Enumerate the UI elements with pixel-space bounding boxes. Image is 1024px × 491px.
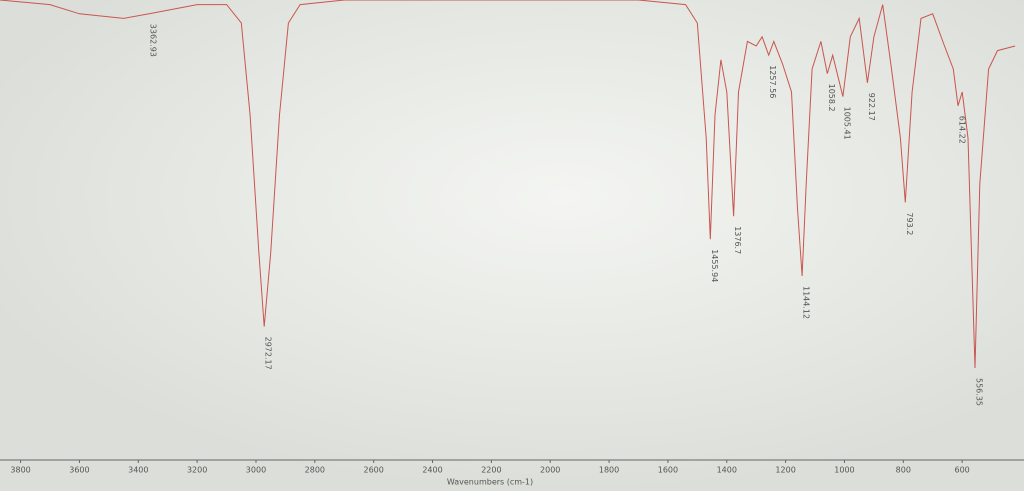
x-tick-label: 2800 bbox=[305, 466, 325, 475]
x-tick-label: 3800 bbox=[10, 466, 30, 475]
peak-label: 1376.7 bbox=[733, 226, 742, 254]
peak-label: 614.22 bbox=[957, 116, 966, 144]
x-tick-label: 3200 bbox=[187, 466, 207, 475]
x-tick-label: 600 bbox=[955, 466, 970, 475]
peak-label: 1455.94 bbox=[710, 249, 719, 282]
x-tick-label: 2600 bbox=[364, 466, 384, 475]
x-tick-label: 3400 bbox=[128, 466, 148, 475]
peak-label: 793.2 bbox=[905, 212, 914, 235]
x-tick-label: 1200 bbox=[775, 466, 795, 475]
x-tick-label: 2400 bbox=[422, 466, 442, 475]
x-tick-label: 2200 bbox=[481, 466, 501, 475]
peak-label: 556.35 bbox=[974, 378, 983, 406]
x-tick-label: 3000 bbox=[246, 466, 266, 475]
peak-label: 1257.56 bbox=[768, 65, 777, 98]
x-tick-label: 1000 bbox=[834, 466, 854, 475]
x-tick-label: 2000 bbox=[540, 466, 560, 475]
spectrum-line bbox=[0, 0, 1016, 369]
x-tick-label: 3600 bbox=[69, 466, 89, 475]
peak-label: 1005.41 bbox=[842, 107, 851, 140]
x-tick-label: 1600 bbox=[658, 466, 678, 475]
peak-label: 1144.12 bbox=[802, 286, 811, 319]
peak-label: 3362.93 bbox=[149, 24, 158, 57]
peak-label: 2972.17 bbox=[264, 337, 273, 370]
peak-label: 1058.2 bbox=[827, 84, 836, 112]
x-tick-label: 1800 bbox=[599, 466, 619, 475]
x-tick-label: 1400 bbox=[717, 466, 737, 475]
peak-label: 922.17 bbox=[867, 93, 876, 121]
x-axis-label: Wavenumbers (cm-1) bbox=[447, 478, 533, 487]
x-tick-label: 800 bbox=[896, 466, 911, 475]
